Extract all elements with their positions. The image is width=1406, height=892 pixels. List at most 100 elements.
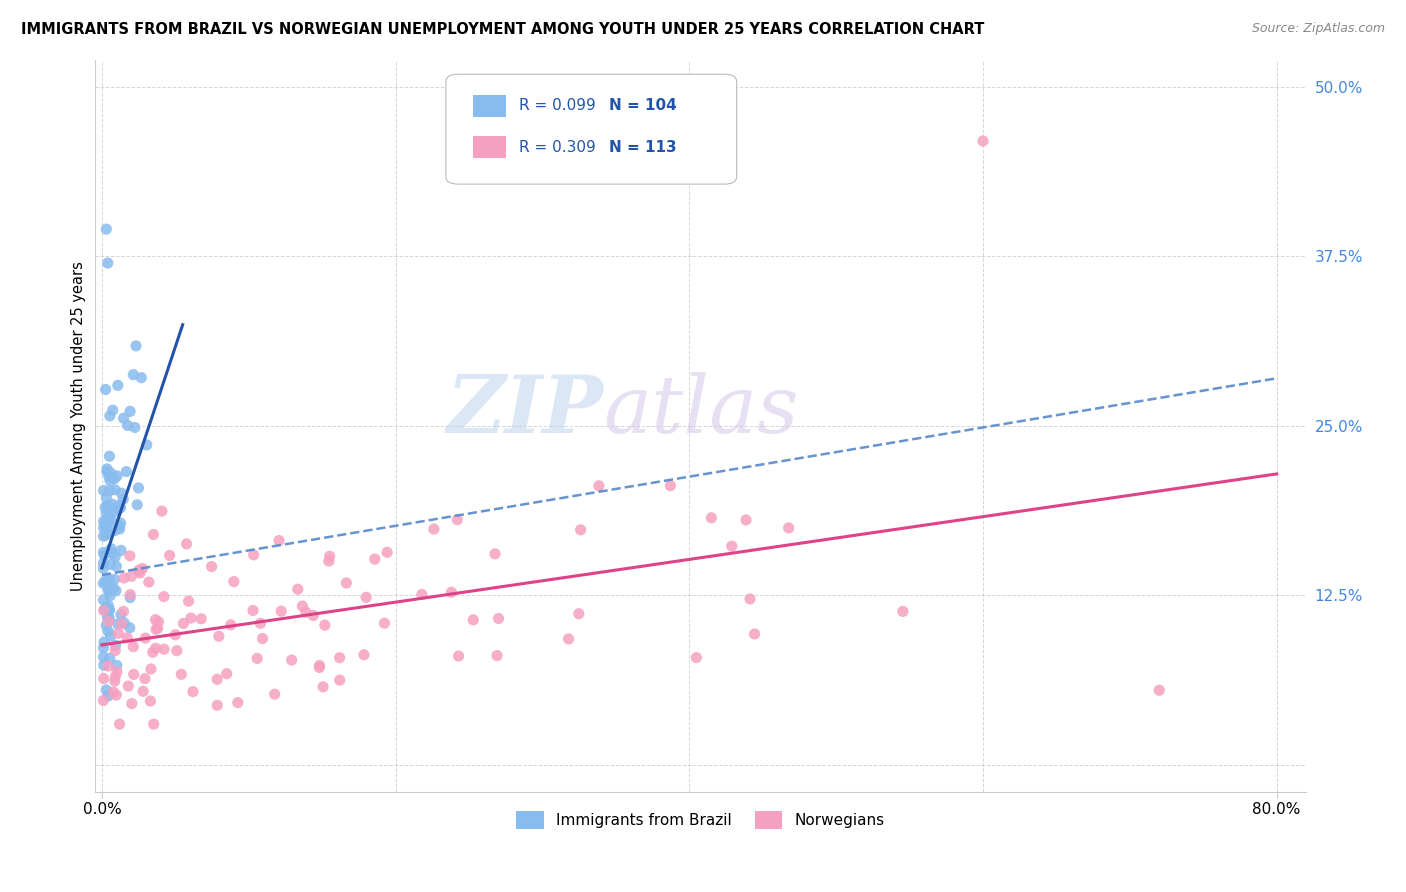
Point [135,438,157,452]
Point [132,684,155,698]
Point [98,580,121,594]
Point [219,617,242,632]
Text: N = 113: N = 113 [609,140,678,155]
Point [242,548,264,562]
Point [134,631,156,645]
Legend: Immigrants from Brazil, Norwegians: Immigrants from Brazil, Norwegians [510,805,890,836]
Point [148,615,170,629]
Point [270,604,292,618]
Point [110,543,132,558]
Point [318,549,340,564]
Point [97,515,120,529]
Point [180,611,202,625]
Point [112,604,135,618]
Point [720,539,742,553]
Point [98,584,121,599]
Point [117,418,139,433]
Point [97,604,120,618]
Point [146,621,169,635]
Point [94,521,117,535]
Point [280,653,302,667]
Point [93,545,115,559]
Point [100,513,122,527]
Point [103,572,125,586]
Point [242,603,264,617]
Point [93,604,115,618]
Point [226,696,249,710]
Point [93,640,115,655]
Text: Source: ZipAtlas.com: Source: ZipAtlas.com [1251,22,1385,36]
Point [145,613,167,627]
Point [94,574,117,589]
Point [488,611,510,625]
Point [98,603,121,617]
Point [105,504,128,518]
Point [124,420,146,434]
Point [105,688,128,702]
Point [145,623,167,637]
Point [486,648,509,663]
Point [98,469,121,483]
Point [96,600,118,615]
Point [104,670,127,684]
Point [118,549,141,563]
Point [104,643,127,657]
Point [329,650,352,665]
Point [97,689,120,703]
Point [375,545,398,559]
Point [97,624,120,639]
Point [142,527,165,541]
Point [738,591,761,606]
Point [287,582,309,597]
Point [735,513,758,527]
Point [93,649,115,664]
Point [335,576,357,591]
Point [120,404,142,418]
Point [127,481,149,495]
Point [117,631,139,645]
Point [208,629,231,643]
Point [93,672,115,686]
Point [891,604,914,618]
Point [94,528,117,542]
Point [568,607,591,621]
Point [463,613,485,627]
Point [96,618,118,632]
Point [111,616,134,631]
Point [93,514,115,528]
Point [263,687,285,701]
Point [104,639,127,653]
Point [112,411,135,425]
Point [153,590,176,604]
Text: R = 0.309: R = 0.309 [519,140,595,155]
Point [215,666,238,681]
Point [98,651,121,665]
Point [101,546,124,560]
Point [97,583,120,598]
Point [440,585,463,599]
Point [267,533,290,548]
Point [176,537,198,551]
Point [98,483,121,498]
Point [107,378,129,392]
Point [101,497,124,511]
Point [98,510,121,524]
Point [96,465,118,479]
Point [104,549,127,564]
Point [249,616,271,631]
Point [252,632,274,646]
Point [166,643,188,657]
Point [96,525,118,540]
Point [308,660,330,674]
Point [97,603,120,617]
Point [105,658,128,673]
Point [110,607,132,622]
Point [105,559,128,574]
FancyBboxPatch shape [446,74,737,184]
Point [98,573,121,587]
Point [104,483,127,497]
Point [96,682,118,697]
Point [484,547,506,561]
Point [181,684,204,698]
Point [150,504,173,518]
